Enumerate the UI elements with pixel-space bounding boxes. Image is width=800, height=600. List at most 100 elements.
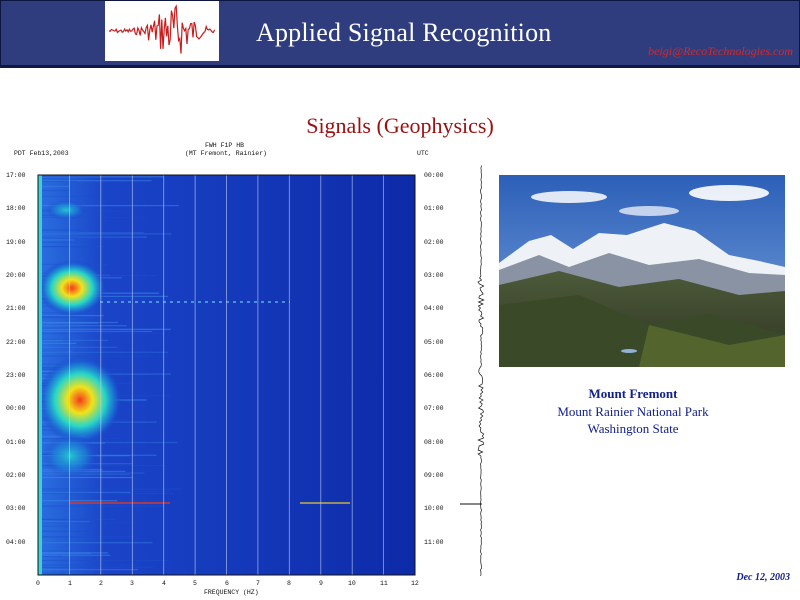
noise-streak bbox=[42, 566, 154, 568]
slide-date: Dec 12, 2003 bbox=[736, 572, 790, 583]
right-time-label: 10:00 bbox=[424, 505, 444, 512]
noise-streak bbox=[42, 505, 164, 507]
noise-streak bbox=[42, 530, 90, 532]
noise-streak bbox=[42, 233, 172, 235]
header-title: Applied Signal Recognition bbox=[256, 18, 552, 47]
right-time-label: 04:00 bbox=[424, 305, 444, 312]
left-time-label: 00:00 bbox=[6, 405, 26, 412]
noise-streak bbox=[42, 525, 72, 527]
noise-streak bbox=[42, 232, 80, 234]
freq-tick-label: 3 bbox=[130, 580, 134, 587]
noise-streak bbox=[42, 239, 74, 241]
low-freq-band bbox=[38, 175, 42, 575]
noise-streak bbox=[42, 339, 73, 341]
freq-tick-label: 7 bbox=[256, 580, 260, 587]
noise-streak bbox=[42, 176, 163, 178]
noise-streak bbox=[42, 572, 64, 574]
noise-streak bbox=[42, 339, 108, 341]
noise-streak bbox=[42, 340, 63, 342]
frequency-axis-label: FREQUENCY (HZ) bbox=[204, 589, 259, 596]
noise-streak bbox=[42, 327, 73, 330]
energy-burst-01h bbox=[42, 434, 98, 478]
noise-streak bbox=[42, 488, 181, 490]
noise-streak bbox=[42, 216, 145, 218]
noise-streak bbox=[42, 351, 168, 353]
header-email[interactable]: beigi@RecoTechnologies.com bbox=[648, 44, 793, 58]
freq-tick-label: 11 bbox=[380, 580, 388, 587]
photo-caption-name: Mount Fremont bbox=[588, 386, 678, 401]
right-time-label: 11:00 bbox=[424, 539, 444, 546]
noise-streak bbox=[42, 195, 96, 197]
left-time-label: 20:00 bbox=[6, 272, 26, 279]
noise-streak bbox=[42, 476, 132, 479]
noise-streak bbox=[42, 325, 127, 327]
frequency-gridlines bbox=[69, 175, 385, 575]
noise-streak bbox=[42, 322, 98, 324]
noise-streak bbox=[42, 492, 174, 495]
right-time-label: 08:00 bbox=[424, 439, 444, 446]
right-time-label: 02:00 bbox=[424, 239, 444, 246]
seismic-trace bbox=[477, 165, 485, 577]
left-time-label: 03:00 bbox=[6, 505, 26, 512]
noise-streak bbox=[42, 232, 144, 234]
left-time-label: 02:00 bbox=[6, 472, 26, 479]
seismo-right-top-label: UTC bbox=[417, 150, 429, 157]
left-time-label: 04:00 bbox=[6, 539, 26, 546]
freq-tick-label: 8 bbox=[287, 580, 291, 587]
noise-streak bbox=[42, 175, 100, 177]
noise-streak bbox=[42, 205, 179, 207]
noise-streak bbox=[42, 542, 153, 544]
noise-streak bbox=[42, 180, 78, 182]
freq-tick-label: 9 bbox=[319, 580, 323, 587]
noise-streak bbox=[42, 552, 91, 554]
noise-streak bbox=[42, 342, 77, 344]
noise-streak bbox=[42, 236, 144, 238]
left-time-label: 01:00 bbox=[6, 439, 26, 446]
right-time-label: 09:00 bbox=[424, 472, 444, 479]
noise-streak bbox=[42, 554, 111, 556]
left-time-label: 17:00 bbox=[6, 172, 26, 179]
right-time-axis: 00:00 01:00 02:00 03:00 04:00 05:00 06:0… bbox=[424, 172, 444, 546]
noise-streak bbox=[42, 569, 139, 571]
noise-streak bbox=[42, 564, 137, 566]
noise-streak bbox=[42, 236, 147, 238]
right-time-label: 03:00 bbox=[424, 272, 444, 279]
noise-streak bbox=[42, 555, 63, 557]
right-time-label: 07:00 bbox=[424, 405, 444, 412]
noise-streak bbox=[42, 346, 118, 348]
noise-streak bbox=[42, 330, 153, 332]
right-time-label: 01:00 bbox=[424, 205, 444, 212]
noise-streak bbox=[42, 332, 163, 334]
noise-streak bbox=[42, 464, 165, 467]
noise-streak bbox=[42, 491, 131, 493]
freq-tick-label: 12 bbox=[411, 580, 419, 587]
right-time-label: 00:00 bbox=[424, 172, 444, 179]
noise-streak bbox=[42, 180, 152, 182]
right-time-label: 06:00 bbox=[424, 372, 444, 379]
energy-burst-23h bbox=[38, 356, 122, 444]
freq-tick-label: 6 bbox=[225, 580, 229, 587]
header-bar: Applied Signal Recognition beigi@RecoTec… bbox=[0, 0, 800, 66]
mount-fremont-photo bbox=[499, 175, 785, 367]
energy-burst-20h bbox=[38, 260, 106, 316]
left-time-label: 22:00 bbox=[6, 339, 26, 346]
left-time-axis: 17:00 18:00 19:00 20:00 21:00 22:00 23:0… bbox=[6, 172, 26, 546]
noise-streak bbox=[42, 521, 90, 523]
noise-streak bbox=[42, 518, 115, 520]
noise-streak bbox=[42, 559, 169, 562]
seismo-center-top-label-1: FWH F1P HB bbox=[205, 142, 244, 149]
noise-streak bbox=[42, 178, 65, 180]
freq-tick-label: 10 bbox=[348, 580, 356, 587]
freq-tick-label: 5 bbox=[193, 580, 197, 587]
noise-streak bbox=[42, 237, 120, 239]
noise-streak bbox=[42, 189, 72, 192]
noise-streak bbox=[42, 473, 131, 476]
noise-streak bbox=[42, 536, 134, 538]
noise-streak bbox=[42, 241, 96, 243]
freq-tick-label: 4 bbox=[162, 580, 166, 587]
noise-streak bbox=[42, 350, 108, 352]
photo-caption-state: Washington State bbox=[587, 421, 679, 436]
noise-streak bbox=[42, 441, 178, 444]
noise-streak bbox=[42, 246, 104, 248]
noise-streak bbox=[42, 321, 118, 324]
